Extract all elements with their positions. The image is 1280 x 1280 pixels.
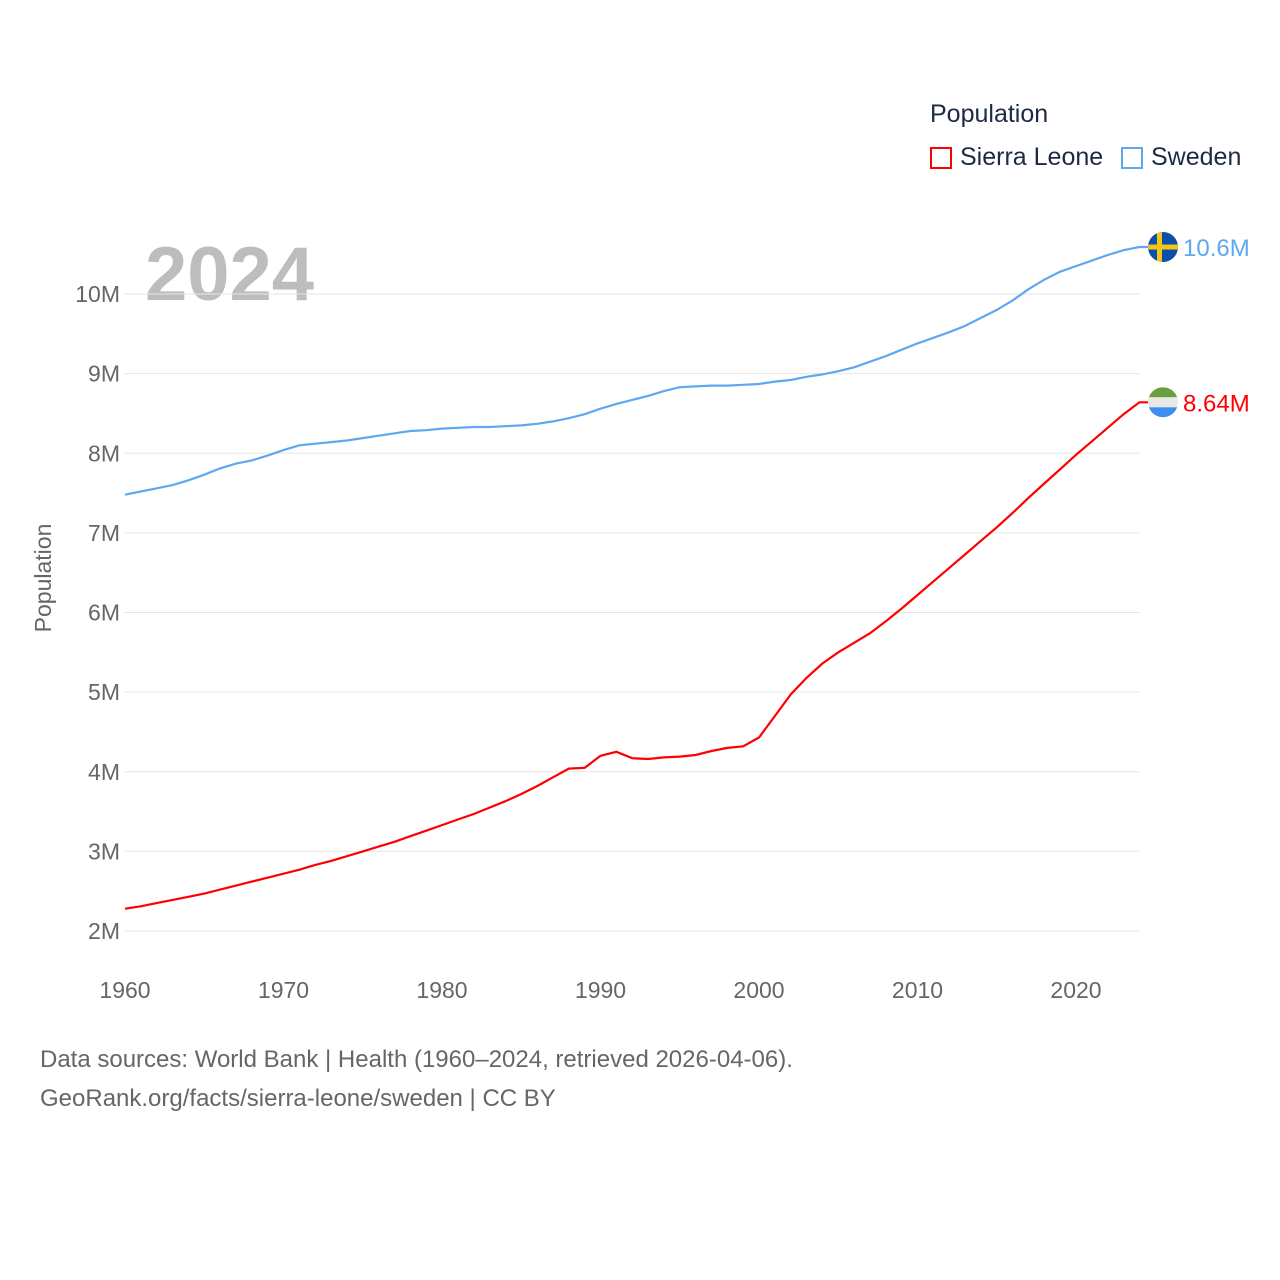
- year-label: 2024: [145, 232, 314, 317]
- flag-sierra-leone-icon: [1148, 387, 1178, 418]
- legend-swatch: [1121, 146, 1143, 169]
- footer-sources: Data sources: World Bank | Health (1960–…: [40, 1046, 793, 1073]
- y-tick-label: 6M: [88, 600, 120, 626]
- series-line-sierra-leone: [124, 401, 1148, 910]
- y-tick-label: 4M: [88, 759, 120, 785]
- x-tick-label: 2000: [733, 977, 784, 1003]
- y-tick-label: 9M: [88, 361, 120, 387]
- x-tick-label: 2010: [892, 977, 943, 1003]
- end-value-label: 10.6M: [1183, 235, 1250, 262]
- legend-label: Sweden: [1151, 143, 1242, 171]
- flag-sweden-icon: [1148, 232, 1178, 263]
- legend-title: Population: [930, 100, 1049, 128]
- x-tick-label: 1970: [258, 977, 309, 1003]
- legend-label: Sierra Leone: [960, 143, 1104, 171]
- footer-link[interactable]: GeoRank.org/facts/sierra-leone/sweden | …: [40, 1085, 556, 1112]
- legend-swatch: [930, 146, 952, 169]
- legend-item-sierra-leone[interactable]: Sierra Leone: [930, 143, 1103, 172]
- y-tick-label: 2M: [88, 918, 120, 944]
- y-axis-title: Population: [30, 524, 56, 633]
- y-tick-label: 3M: [88, 838, 120, 864]
- legend-item-sweden[interactable]: Sweden: [1121, 143, 1241, 172]
- x-tick-label: 1990: [575, 977, 626, 1003]
- end-value-label: 8.64M: [1183, 390, 1250, 417]
- x-tick-label: 1980: [416, 977, 467, 1003]
- y-tick-label: 7M: [88, 520, 120, 546]
- x-tick-label: 1960: [99, 977, 150, 1003]
- y-tick-label: 8M: [88, 440, 120, 466]
- y-tick-label: 5M: [88, 679, 120, 705]
- series-line-sweden: [124, 245, 1148, 496]
- y-tick-label: 10M: [75, 281, 120, 307]
- x-tick-label: 2020: [1050, 977, 1101, 1003]
